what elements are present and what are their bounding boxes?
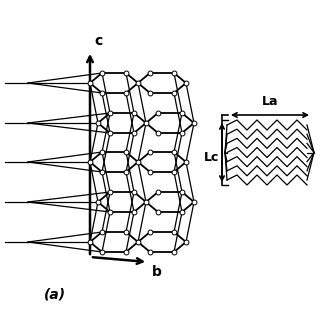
Text: c: c <box>94 34 102 48</box>
Text: Lc: Lc <box>204 151 220 164</box>
Text: La: La <box>262 95 278 108</box>
Text: (a): (a) <box>44 288 66 302</box>
Text: b: b <box>152 265 162 279</box>
